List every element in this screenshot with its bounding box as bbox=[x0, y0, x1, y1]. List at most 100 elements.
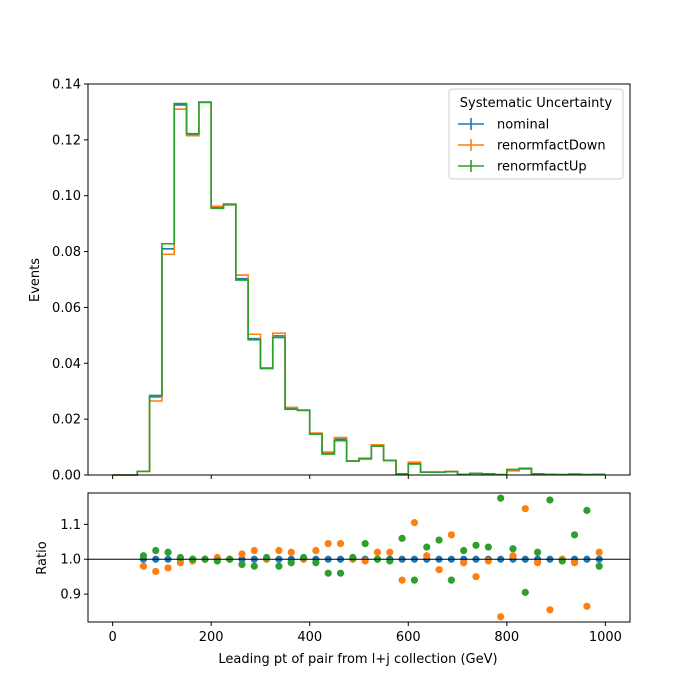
ratio-point-renormfactDown bbox=[583, 602, 591, 610]
ratio-point-renormfactUp bbox=[275, 562, 283, 570]
ratio-y-tick-label: 1.1 bbox=[60, 518, 81, 533]
ratio-point-renormfactDown bbox=[238, 550, 246, 558]
legend: Systematic Uncertainty nominal renormfact… bbox=[448, 88, 624, 180]
main-y-tick-label: 0.00 bbox=[52, 469, 81, 484]
ratio-x-ticks: 0 200 400 600 800 1000 bbox=[108, 622, 622, 645]
ratio-point-renormfactDown bbox=[423, 552, 431, 560]
main-y-tick-label: 0.08 bbox=[52, 245, 81, 260]
ratio-point-renormfactDown bbox=[398, 576, 406, 584]
ratio-point-renormfactDown bbox=[509, 552, 517, 560]
ratio-point-renormfactDown bbox=[361, 557, 369, 565]
legend-label-nominal: nominal bbox=[497, 118, 549, 133]
ratio-point-renormfactDown bbox=[275, 546, 283, 555]
ratio-point-renormfactDown bbox=[534, 559, 542, 567]
ratio-point-renormfactUp bbox=[349, 553, 357, 562]
ratio-point-renormfactUp bbox=[423, 543, 431, 551]
main-y-tick-label: 0.14 bbox=[52, 78, 81, 93]
main-x-ticks bbox=[112, 475, 606, 479]
ratio-point-renormfactUp bbox=[312, 559, 320, 567]
ratio-y-tick-label: 0.9 bbox=[60, 588, 81, 603]
ratio-point-renormfactDown bbox=[386, 548, 394, 556]
ratio-point-renormfactUp bbox=[558, 557, 566, 565]
ratio-point-renormfactUp bbox=[386, 557, 394, 565]
ratio-point-renormfactUp bbox=[152, 546, 160, 555]
ratio-point-renormfactDown bbox=[521, 505, 529, 513]
ratio-point-renormfactUp bbox=[263, 553, 271, 562]
main-panel: 0.00 0.02 0.04 0.06 0.08 0.10 0.12 0.14 Events bbox=[28, 78, 631, 484]
ratio-point-renormfactUp bbox=[435, 536, 443, 544]
ratio-point-renormfactDown bbox=[164, 564, 172, 572]
hist-line-renormfactUp bbox=[112, 101, 606, 476]
main-axes-frame bbox=[87, 83, 631, 476]
ratio-point-renormfactDown bbox=[497, 613, 505, 621]
legend-box bbox=[448, 88, 624, 180]
y-axis-label-events: Events bbox=[28, 258, 43, 302]
ratio-point-renormfactUp bbox=[521, 588, 529, 596]
main-y-tick-label: 0.12 bbox=[52, 133, 81, 148]
ratio-panel: 0.9 1.0 1.1 0 200 400 600 800 1000 Ratio Leadin… bbox=[35, 492, 631, 667]
ratio-point-renormfactDown bbox=[435, 566, 443, 574]
x-tick-label: 0 bbox=[108, 630, 116, 645]
ratio-point-renormfactDown bbox=[546, 606, 554, 614]
ratio-point-renormfactDown bbox=[250, 546, 258, 555]
ratio-point-renormfactDown bbox=[447, 531, 455, 539]
ratio-point-renormfactDown bbox=[373, 548, 382, 556]
ratio-point-renormfactUp bbox=[164, 548, 172, 556]
main-series-group bbox=[112, 101, 606, 476]
main-y-tick-label: 0.06 bbox=[52, 301, 81, 316]
legend-title: Systematic Uncertainty bbox=[460, 96, 613, 111]
legend-label-renormfactUp: renormfactUp bbox=[497, 160, 587, 175]
ratio-point-renormfactDown bbox=[139, 562, 148, 570]
ratio-point-renormfactUp bbox=[583, 506, 591, 515]
ratio-point-renormfactUp bbox=[570, 531, 579, 539]
ratio-point-renormfactDown bbox=[336, 539, 345, 548]
ratio-point-renormfactDown bbox=[324, 539, 332, 548]
main-y-tick-label: 0.02 bbox=[52, 413, 81, 428]
x-tick-label: 400 bbox=[297, 630, 322, 645]
ratio-point-renormfactDown bbox=[570, 559, 579, 567]
ratio-point-renormfactUp bbox=[546, 496, 554, 504]
main-y-ticks: 0.00 0.02 0.04 0.06 0.08 0.10 0.12 0.14 bbox=[52, 78, 88, 484]
ratio-point-renormfactDown bbox=[410, 519, 419, 527]
ratio-point-renormfactUp bbox=[460, 546, 468, 555]
ratio-point-renormfactUp bbox=[595, 562, 603, 570]
ratio-point-renormfactDown bbox=[287, 548, 295, 556]
ratio-point-renormfactUp bbox=[324, 569, 332, 577]
ratio-point-renormfactDown bbox=[472, 573, 480, 581]
ratio-point-renormfactUp bbox=[534, 548, 542, 556]
ratio-point-renormfactUp bbox=[472, 541, 480, 549]
x-axis-label: Leading pt of pair from l+j collection (… bbox=[218, 652, 497, 667]
ratio-point-renormfactUp bbox=[410, 576, 419, 584]
ratio-point-renormfactUp bbox=[213, 557, 221, 565]
legend-label-renormfactDown: renormfactDown bbox=[497, 139, 606, 154]
y-axis-label-ratio: Ratio bbox=[35, 541, 50, 574]
ratio-y-tick-label: 1.0 bbox=[60, 553, 81, 568]
x-tick-label: 200 bbox=[199, 630, 224, 645]
ratio-point-renormfactDown bbox=[312, 546, 320, 555]
main-y-tick-label: 0.10 bbox=[52, 189, 81, 204]
legend-items: nominal renormfactDown renormfactUp bbox=[458, 118, 606, 175]
ratio-point-renormfactUp bbox=[238, 560, 246, 569]
ratio-point-renormfactUp bbox=[509, 545, 517, 553]
ratio-point-renormfactDown bbox=[152, 567, 160, 576]
ratio-axes-frame bbox=[87, 492, 631, 623]
ratio-point-renormfactUp bbox=[447, 576, 455, 584]
ratio-point-renormfactUp bbox=[287, 559, 295, 567]
x-tick-label: 600 bbox=[396, 630, 421, 645]
ratio-point-renormfactUp bbox=[299, 553, 308, 562]
x-tick-label: 1000 bbox=[589, 630, 622, 645]
ratio-point-renormfactDown bbox=[176, 559, 184, 567]
ratio-point-renormfactUp bbox=[139, 552, 148, 560]
ratio-point-renormfactDown bbox=[484, 557, 492, 565]
x-tick-label: 800 bbox=[494, 630, 519, 645]
ratio-point-renormfactUp bbox=[484, 543, 492, 551]
ratio-point-renormfactUp bbox=[497, 494, 505, 502]
ratio-point-renormfactUp bbox=[398, 534, 406, 542]
ratio-point-renormfactDown bbox=[460, 559, 468, 567]
ratio-point-renormfactDown bbox=[595, 548, 603, 556]
main-y-tick-label: 0.04 bbox=[52, 357, 81, 372]
ratio-points-group bbox=[139, 494, 603, 621]
ratio-y-ticks: 0.9 1.0 1.1 bbox=[60, 518, 88, 603]
ratio-point-renormfactUp bbox=[250, 562, 258, 570]
